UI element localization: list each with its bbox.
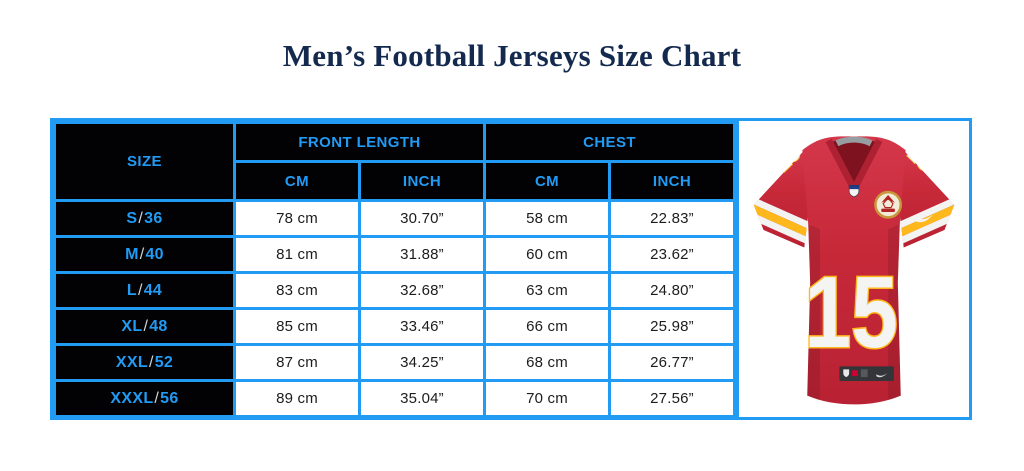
size-chart-table: SIZE FRONT LENGTH CHEST CM INCH CM INCH …: [53, 121, 737, 418]
front-length-inch-value: 35.04”: [357, 379, 487, 418]
chest-inch-value: 23.62”: [608, 235, 737, 274]
jersey-left-sleeve: [753, 150, 813, 248]
front-length-inch-value: 31.88”: [357, 235, 487, 274]
chest-cm-value: 68 cm: [483, 343, 612, 382]
size-label: M/40: [53, 235, 236, 274]
chest-cm-value: 66 cm: [483, 307, 612, 346]
page-title: Men’s Football Jerseys Size Chart: [282, 38, 742, 73]
front-length-cm-value: 89 cm: [233, 379, 361, 418]
front-length-inch-value: 30.70”: [357, 199, 487, 238]
column-header-front-length: FRONT LENGTH: [232, 121, 487, 163]
chest-cm-value: 58 cm: [483, 199, 612, 238]
front-length-cm-value: 85 cm: [233, 307, 361, 346]
size-label: XXL/52: [53, 343, 236, 382]
jersey-right-sleeve: [895, 150, 955, 248]
size-label: S/36: [53, 199, 236, 238]
front-length-cm-value: 87 cm: [233, 343, 361, 382]
table-row: M/40 81 cm 31.88” 60 cm 23.62”: [53, 235, 737, 274]
chest-cm-value: 63 cm: [483, 271, 612, 310]
nfl-shield-icon: [848, 184, 860, 198]
jersey-number: 15: [804, 256, 897, 369]
front-length-cm-value: 83 cm: [233, 271, 361, 310]
column-header-front-inch: INCH: [357, 160, 487, 202]
chest-inch-value: 25.98”: [608, 307, 737, 346]
chest-inch-value: 22.83”: [608, 199, 737, 238]
chest-patch-icon: [874, 190, 903, 219]
jersey-image-panel: 15 15 15: [736, 121, 969, 417]
chest-cm-value: 70 cm: [483, 379, 612, 418]
jersey-collar-back: [835, 136, 873, 147]
table-body: S/36 78 cm 30.70” 58 cm 22.83” M/40 81 cm 31.88…: [53, 199, 737, 418]
front-length-inch-value: 33.46”: [357, 307, 487, 346]
column-header-size: SIZE: [53, 121, 236, 202]
table-row: L/44 83 cm 32.68” 63 cm 24.80”: [53, 271, 737, 310]
table-row: XXXL/56 89 cm 35.04” 70 cm 27.56”: [53, 379, 737, 418]
size-label: XL/48: [53, 307, 236, 346]
jersey-collar-shadow: [831, 138, 877, 186]
size-label: XXXL/56: [53, 379, 236, 418]
column-header-chest-inch: INCH: [608, 160, 737, 202]
column-header-chest: CHEST: [483, 121, 737, 163]
column-header-chest-cm: CM: [483, 160, 612, 202]
table-row: S/36 78 cm 30.70” 58 cm 22.83”: [53, 199, 737, 238]
table-row: XXL/52 87 cm 34.25” 68 cm 26.77”: [53, 343, 737, 382]
front-length-cm-value: 78 cm: [233, 199, 361, 238]
swoosh-icon: [914, 214, 933, 223]
chest-cm-value: 60 cm: [483, 235, 612, 274]
size-label: L/44: [53, 271, 236, 310]
chest-inch-value: 24.80”: [608, 271, 737, 310]
chest-inch-value: 27.56”: [608, 379, 737, 418]
front-length-inch-value: 32.68”: [357, 271, 487, 310]
football-jersey-image: 15 15 15: [753, 136, 955, 405]
table-row: XL/48 85 cm 33.46” 66 cm 25.98”: [53, 307, 737, 346]
header-units-row: CM INCH CM INCH: [55, 160, 737, 202]
jock-tag: [839, 366, 894, 381]
front-length-inch-value: 34.25”: [357, 343, 487, 382]
header-group-row: SIZE FRONT LENGTH CHEST: [53, 121, 737, 202]
chest-inch-value: 26.77”: [608, 343, 737, 382]
front-length-cm-value: 81 cm: [233, 235, 361, 274]
column-header-front-cm: CM: [233, 160, 361, 202]
size-chart-panel: SIZE FRONT LENGTH CHEST CM INCH CM INCH …: [50, 118, 972, 420]
